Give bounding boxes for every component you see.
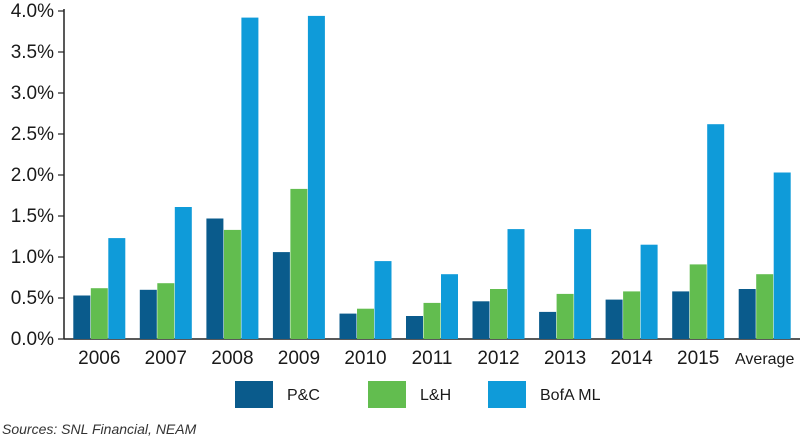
bar-p-c-2008	[206, 218, 224, 339]
bar-l-h-average	[756, 274, 774, 339]
x-tick-label: 2009	[278, 348, 320, 369]
bar-l-h-2008	[223, 229, 241, 339]
y-tick-label: 2.5%	[11, 124, 54, 145]
x-tick-label: 2012	[477, 348, 519, 369]
y-tick-label: 2.0%	[11, 165, 54, 186]
bar-l-h-2013	[556, 293, 574, 339]
bars	[73, 15, 791, 340]
bar-p-c-2015	[672, 291, 690, 339]
bar-bofa-ml-2008	[241, 17, 259, 339]
legend-swatch-bofa-ml	[488, 381, 526, 408]
bar-l-h-2009	[290, 188, 308, 339]
bar-bofa-ml-2014	[640, 244, 658, 339]
bar-chart: 0.0% 0.5% 1.0% 1.5% 2.0% 2.5% 3.0% 3.5% 4.0% 200…	[11, 1, 800, 408]
bar-bofa-ml-2009	[307, 15, 325, 340]
bar-p-c-average	[738, 289, 756, 339]
bar-l-h-2015	[689, 264, 707, 339]
legend-swatch-p-c	[235, 381, 273, 408]
x-tick-label: 2010	[344, 348, 386, 369]
bar-p-c-2006	[73, 295, 91, 339]
y-tick-label: 3.0%	[11, 83, 54, 104]
legend-label: P&C	[287, 387, 320, 404]
x-tick-label: 2008	[211, 348, 253, 369]
bar-p-c-2011	[406, 316, 423, 339]
legend-label: L&H	[420, 387, 451, 404]
x-tick-label: 2013	[544, 348, 586, 369]
bar-bofa-ml-2012	[507, 229, 525, 339]
bar-p-c-2010	[339, 313, 357, 339]
bar-l-h-2006	[90, 288, 108, 339]
bar-l-h-2010	[357, 308, 374, 339]
y-tick-label: 0.0%	[11, 329, 54, 350]
bar-l-h-2007	[157, 283, 175, 339]
x-tick-label: 2015	[677, 348, 719, 369]
y-tick-label: 1.0%	[11, 247, 54, 268]
bar-p-c-2009	[272, 252, 290, 339]
x-axis-labels: 2006 2007 2008 2009 2010 2011 2012 2013 2014 2015…	[78, 348, 794, 369]
bar-bofa-ml-average	[773, 172, 791, 339]
source-note: Sources: SNL Financial, NEAM	[2, 421, 197, 437]
y-tick-label: 3.5%	[11, 42, 54, 63]
legend-swatch-l-h	[368, 381, 406, 408]
x-tick-label: Average	[735, 351, 794, 368]
x-tick-label: 2007	[145, 348, 187, 369]
x-tick-label: 2014	[610, 348, 653, 369]
legend: P&C L&H BofA ML	[235, 381, 601, 408]
bar-l-h-2012	[490, 289, 507, 339]
bar-bofa-ml-2015	[707, 124, 725, 339]
bar-p-c-2013	[539, 311, 557, 339]
x-tick-label: 2011	[412, 348, 453, 369]
bar-bofa-ml-2011	[441, 274, 458, 339]
x-tick-label: 2006	[78, 348, 120, 369]
bar-p-c-2014	[605, 299, 623, 339]
y-tick-label: 1.5%	[11, 206, 54, 227]
legend-label: BofA ML	[540, 387, 601, 404]
bar-bofa-ml-2010	[374, 261, 392, 339]
bar-bofa-ml-2006	[108, 238, 126, 339]
bar-l-h-2011	[423, 302, 441, 339]
y-tick-label: 0.5%	[11, 288, 54, 309]
bar-bofa-ml-2013	[574, 229, 592, 339]
bar-p-c-2012	[472, 301, 490, 339]
bar-p-c-2007	[139, 289, 157, 339]
bar-bofa-ml-2007	[174, 207, 192, 339]
bar-l-h-2014	[623, 291, 641, 339]
y-tick-label: 4.0%	[11, 1, 54, 22]
